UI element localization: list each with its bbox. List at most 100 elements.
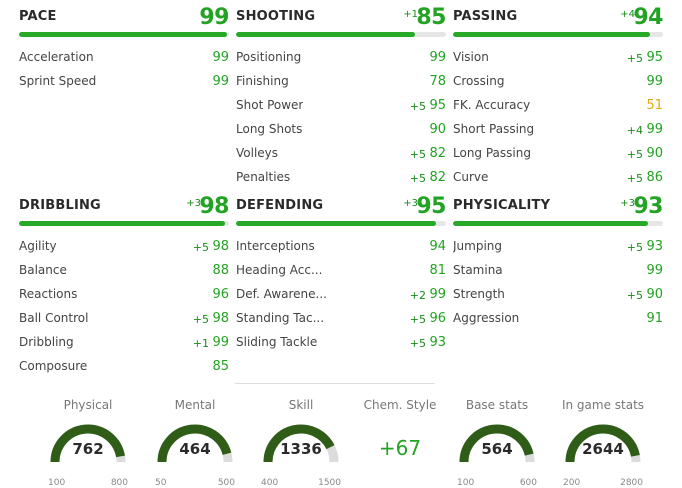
- summary-mental: Mental 464 50 500: [147, 398, 243, 488]
- stat-bonus: +5: [626, 52, 643, 65]
- summary-title: In game stats: [561, 398, 645, 412]
- gauge-arc: [263, 424, 339, 463]
- stat-name: Jumping: [453, 239, 503, 253]
- summary-title: Chem. Style: [363, 398, 437, 412]
- category-bonus: +3: [403, 198, 418, 209]
- stat-row-composure: Composure 85: [19, 357, 229, 381]
- category-header: PACE 99: [19, 0, 229, 30]
- gauge-max: 1500: [318, 478, 341, 488]
- summary-title: Physical: [63, 398, 113, 412]
- category-bonus: +3: [186, 198, 201, 209]
- stat-name: Strength: [453, 287, 505, 301]
- gauge: 2644 200 2800: [563, 418, 643, 488]
- stat-row-reactions: Reactions 96: [19, 285, 229, 309]
- summary-skill: Skill 1336 400 1500: [253, 398, 349, 488]
- stat-list: Acceleration 99 Sprint Speed 99: [19, 48, 229, 96]
- stat-row-short-passing: Short Passing +4 99: [453, 120, 663, 144]
- stat-row-aggression: Aggression 91: [453, 309, 663, 333]
- stat-value: 51: [646, 98, 663, 113]
- stat-bonus: +5: [626, 148, 643, 161]
- stat-name: Balance: [19, 263, 67, 277]
- stat-name: Sprint Speed: [19, 74, 97, 88]
- stat-bonus: +5: [409, 337, 426, 350]
- stat-name: Agility: [19, 239, 57, 253]
- stat-value: 99: [646, 74, 663, 89]
- chem-style-value: +67: [378, 436, 422, 460]
- stat-bonus: +5: [409, 100, 426, 113]
- stat-value: 94: [429, 239, 446, 254]
- category-bonus: +4: [620, 9, 635, 20]
- stat-value: 93: [429, 335, 446, 350]
- category-bar: [453, 32, 663, 37]
- category-defending: DEFENDING +3 95 Interceptions 94 Heading Acc.…: [236, 189, 446, 350]
- category-header: DRIBBLING +3 98: [19, 189, 229, 219]
- stat-name: Sliding Tackle: [236, 335, 318, 349]
- gauge: 1336 400 1500: [261, 418, 341, 488]
- gauge-min: 100: [457, 478, 475, 488]
- stat-name: Interceptions: [236, 239, 315, 253]
- category-bar-fill: [19, 32, 227, 37]
- stat-row-crossing: Crossing 99: [453, 72, 663, 96]
- stat-value: 96: [212, 287, 229, 302]
- stat-value: 99: [212, 74, 229, 89]
- stat-name: Standing Tac...: [236, 311, 325, 325]
- category-bar-fill: [453, 32, 651, 37]
- stat-name: Short Passing: [453, 122, 535, 136]
- stat-bonus: +5: [409, 172, 426, 185]
- category-header: DEFENDING +3 95: [236, 189, 446, 219]
- stat-row-finishing: Finishing 78: [236, 72, 446, 96]
- summary-in-game-stats: In game stats 2644 200 2800: [555, 398, 651, 488]
- category-header: PASSING +4 94: [453, 0, 663, 30]
- stat-row-balance: Balance 88: [19, 261, 229, 285]
- category-name: PACE: [19, 9, 57, 24]
- gauge: 564 100 600: [457, 418, 537, 488]
- category-name: PASSING: [453, 9, 518, 24]
- stat-value: 90: [429, 122, 446, 137]
- gauge: 762 100 800: [48, 418, 128, 488]
- stat-name: Positioning: [236, 50, 302, 64]
- stat-name: FK. Accuracy: [453, 98, 531, 112]
- stat-value: 96: [429, 311, 446, 326]
- stat-value: 90: [646, 287, 663, 302]
- category-header: SHOOTING +1 85: [236, 0, 446, 30]
- gauge-min: 100: [48, 478, 66, 488]
- summary-title: Base stats: [465, 398, 529, 412]
- stat-name: Heading Acc...: [236, 263, 323, 277]
- category-passing: PASSING +4 94 Vision +5 95 Crossing 99 FK. Accur…: [453, 0, 663, 185]
- stat-row-sprint-speed: Sprint Speed 99: [19, 72, 229, 96]
- stat-bonus: +5: [409, 313, 426, 326]
- category-bar: [19, 221, 229, 226]
- stat-bonus: +5: [626, 241, 643, 254]
- stat-value: 99: [212, 335, 229, 350]
- stat-name: Finishing: [236, 74, 289, 88]
- stat-row-interceptions: Interceptions 94: [236, 237, 446, 261]
- gauge-value: 1336: [280, 440, 322, 458]
- category-value: 99: [199, 5, 229, 30]
- summary-title: Mental: [174, 398, 216, 412]
- category-bar: [236, 32, 446, 37]
- stat-bonus: +1: [192, 337, 209, 350]
- category-name: SHOOTING: [236, 9, 316, 24]
- stat-bonus: +5: [626, 172, 643, 185]
- stat-row-long-passing: Long Passing +5 90: [453, 144, 663, 168]
- stat-row-curve: Curve +5 86: [453, 168, 663, 192]
- stat-value: 98: [212, 311, 229, 326]
- stat-list: Agility +5 98 Balance 88 Reactions 96 Ball Cont…: [19, 237, 229, 381]
- stat-name: Long Passing: [453, 146, 531, 160]
- stat-name: Curve: [453, 170, 489, 184]
- stat-name: Vision: [453, 50, 489, 64]
- stat-name: Dribbling: [19, 335, 74, 349]
- category-name: DRIBBLING: [19, 198, 101, 213]
- stat-row-shot-power: Shot Power +5 95: [236, 96, 446, 120]
- stat-row-def-awarene: Def. Awarene... +2 99: [236, 285, 446, 309]
- stat-list: Positioning 99 Finishing 78 Shot Power +5 95 Lo…: [236, 48, 446, 192]
- stat-value: 78: [429, 74, 446, 89]
- stat-name: Reactions: [19, 287, 78, 301]
- category-shooting: SHOOTING +1 85 Positioning 99 Finishing 78 Shot…: [236, 0, 446, 185]
- stat-bonus: +5: [409, 148, 426, 161]
- category-name: DEFENDING: [236, 198, 324, 213]
- gauge-min: 400: [261, 478, 279, 488]
- stat-row-sliding-tackle: Sliding Tackle +5 93: [236, 333, 446, 357]
- stat-name: Def. Awarene...: [236, 287, 327, 301]
- stat-list: Vision +5 95 Crossing 99 FK. Accuracy 51 Short …: [453, 48, 663, 192]
